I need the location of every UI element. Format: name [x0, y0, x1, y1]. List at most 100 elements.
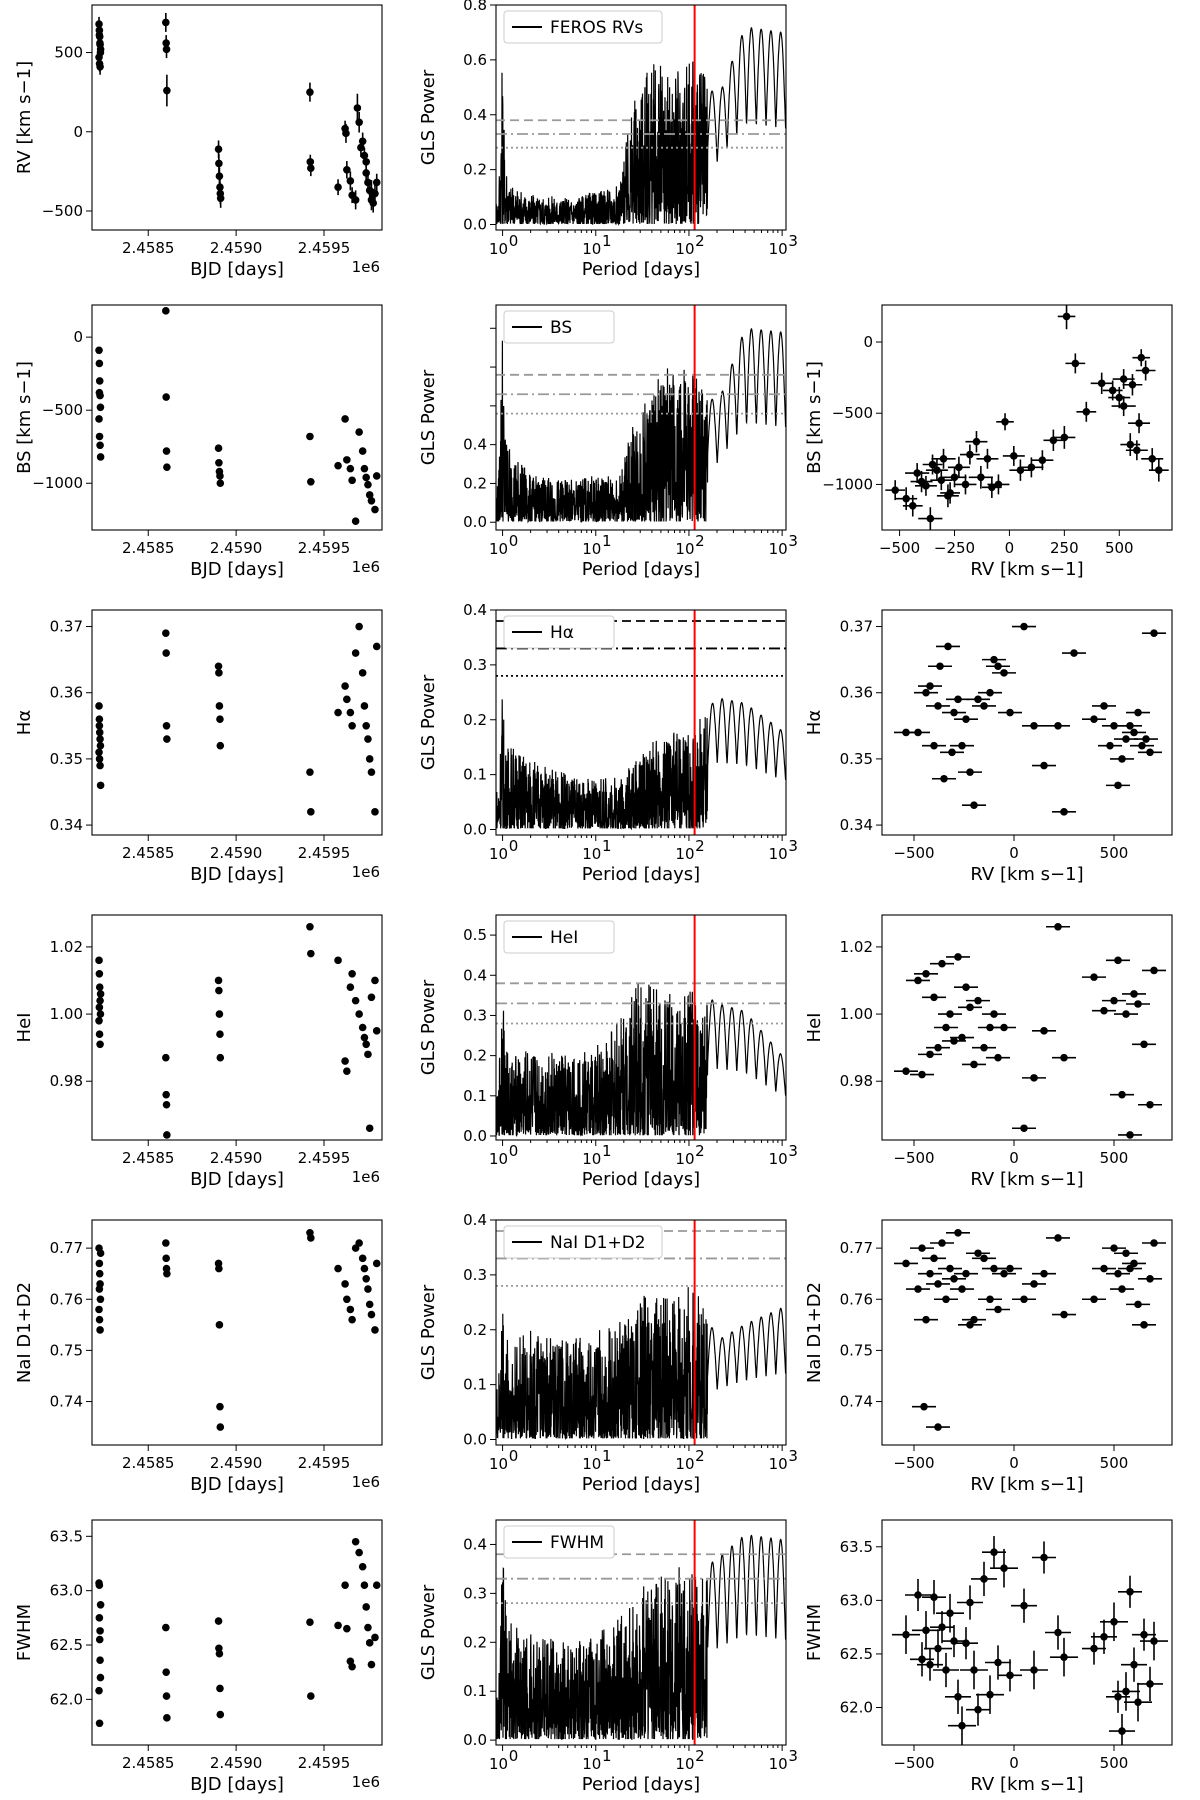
ha-gls-ylabel: GLS Power	[418, 674, 439, 770]
bs-rv-point	[1027, 463, 1036, 472]
ha-rv-point	[966, 768, 974, 776]
nad-rv-ytick-label: 0.75	[840, 1341, 873, 1359]
bs-rv-point	[1049, 436, 1058, 445]
bs-rv-xtick-label: 500	[1105, 539, 1134, 557]
rv-time-point	[369, 199, 378, 207]
fwhm-gls-xtick-label: 10	[675, 1755, 694, 1773]
ha-time-point	[365, 755, 374, 763]
bs-rv-point	[1155, 466, 1163, 474]
rv-time-point	[162, 18, 170, 27]
nad-time-point	[95, 1285, 104, 1293]
rv-gls-xlabel: Period [days]	[582, 259, 700, 280]
rv-time-point	[306, 88, 314, 96]
fwhm-gls-xtick-exponent: 3	[788, 1747, 798, 1765]
nad-time-point	[96, 1326, 104, 1334]
fwhm-rv-point	[970, 1666, 978, 1674]
bs-rv-xtick-label: 0	[1005, 539, 1015, 557]
hei-time-point	[163, 1131, 171, 1139]
ha-gls-xtick-label: 10	[675, 845, 694, 863]
nad-time-point	[162, 1254, 170, 1263]
bs-rv-point	[937, 476, 946, 484]
fwhm-gls-xtick-exponent: 0	[509, 1747, 519, 1765]
hei-gls-xtick-exponent: 2	[695, 1142, 705, 1160]
panel-fwhm-time: 62.0 62.5 63.0 63.5 2.4585 2.4590 2.4595 BJD [d…	[14, 1519, 383, 1795]
ha-time-point	[162, 649, 170, 657]
bs-time-point	[372, 472, 381, 480]
nad-gls-legend: NaI D1+D2	[503, 1225, 663, 1259]
bs-time-point	[95, 388, 104, 397]
hei-rv-point	[1146, 1100, 1154, 1109]
nad-gls-axes-frame	[495, 1219, 787, 1446]
nad-rv-point	[938, 1239, 946, 1247]
ha-time-point	[95, 702, 103, 710]
fwhm-time-point	[162, 1623, 170, 1632]
nad-time-point	[362, 1275, 370, 1283]
nad-gls-ytick-label: 0.0	[463, 1431, 487, 1449]
hei-time-point	[362, 1040, 370, 1049]
bs-time-point	[341, 415, 349, 423]
bs-time-point	[348, 476, 356, 485]
bs-gls-xtick-label: 10	[582, 540, 601, 558]
nad-rv-ytick-label: 0.76	[840, 1290, 873, 1308]
nad-time-axes-frame	[91, 1219, 383, 1446]
hei-gls-legend-label: HeI	[550, 928, 578, 948]
fwhm-rv-point	[1130, 1660, 1138, 1669]
ha-time-point	[215, 702, 224, 710]
bs-gls-xtick-label: 10	[675, 540, 694, 558]
bs-time-point	[367, 496, 376, 505]
hei-time-point	[95, 1003, 104, 1012]
hei-rv-point	[1020, 1124, 1028, 1133]
bs-time-point	[360, 464, 369, 473]
rv-time-point	[351, 196, 360, 204]
bs-time-xtick-label: 2.4595	[298, 539, 351, 557]
fwhm-time-point	[341, 1581, 349, 1590]
nad-gls-xtick-label: 10	[769, 1455, 788, 1473]
rv-time-point	[372, 178, 381, 187]
hei-rv-ylabel: HeI	[804, 1013, 825, 1043]
nad-rv-xtick-label: 0	[1009, 1454, 1019, 1472]
ha-gls-xtick-label: 10	[582, 845, 601, 863]
nad-rv-point	[918, 1244, 926, 1252]
fwhm-gls-xtick-label: 10	[489, 1755, 508, 1773]
ha-rv-point	[934, 702, 942, 710]
panel-hei-rv: 0.98 1.00 1.02 −500 0 500 RV [km s−1] HeI	[804, 914, 1173, 1190]
hei-time-point	[216, 1030, 224, 1039]
rv-gls-ytick-label: 0.0	[463, 216, 487, 234]
bs-time-point	[371, 505, 379, 514]
bs-rv-point	[913, 469, 921, 477]
nad-gls-ytick-label: 0.1	[463, 1376, 487, 1394]
bs-gls-xtick-exponent: 3	[788, 532, 798, 550]
rv-time-xtick-label: 2.4585	[122, 239, 175, 257]
hei-time-point	[214, 976, 223, 985]
bs-rv-ytick-label: −500	[832, 404, 873, 422]
fwhm-time-point	[371, 1633, 379, 1642]
bs-rv-point	[1082, 408, 1091, 416]
ha-rv-ytick-label: 0.34	[840, 816, 873, 834]
bs-time-ytick-label: −1000	[32, 474, 83, 492]
fwhm-rv-point	[1110, 1617, 1118, 1626]
hei-time-point	[343, 1067, 351, 1075]
ha-rv-point	[1040, 761, 1048, 770]
bs-time-point	[346, 464, 355, 473]
nad-rv-point	[994, 1305, 1002, 1314]
ha-time-xtick-label: 2.4585	[122, 844, 175, 862]
rv-time-ytick-label: −500	[42, 202, 83, 220]
hei-time-ytick-label: 0.98	[50, 1072, 83, 1090]
fwhm-time-point	[163, 1714, 171, 1722]
bs-rv-point	[1119, 402, 1128, 410]
nad-time-point	[95, 1305, 103, 1314]
rv-gls-xtick-exponent: 3	[788, 232, 798, 250]
nad-time-point	[95, 1259, 104, 1268]
hei-rv-point	[942, 1023, 950, 1032]
hei-time-point	[95, 1030, 104, 1039]
ha-time-point	[162, 722, 171, 730]
hei-time-point	[351, 996, 360, 1005]
rv-gls-xtick-label: 10	[489, 240, 508, 258]
hei-rv-point	[902, 1067, 910, 1075]
ha-rv-point	[936, 662, 944, 671]
ha-rv-point	[1130, 728, 1138, 737]
bs-rv-point	[1148, 454, 1157, 463]
hei-rv-point	[1134, 1000, 1142, 1008]
bs-rv-point	[946, 489, 954, 497]
